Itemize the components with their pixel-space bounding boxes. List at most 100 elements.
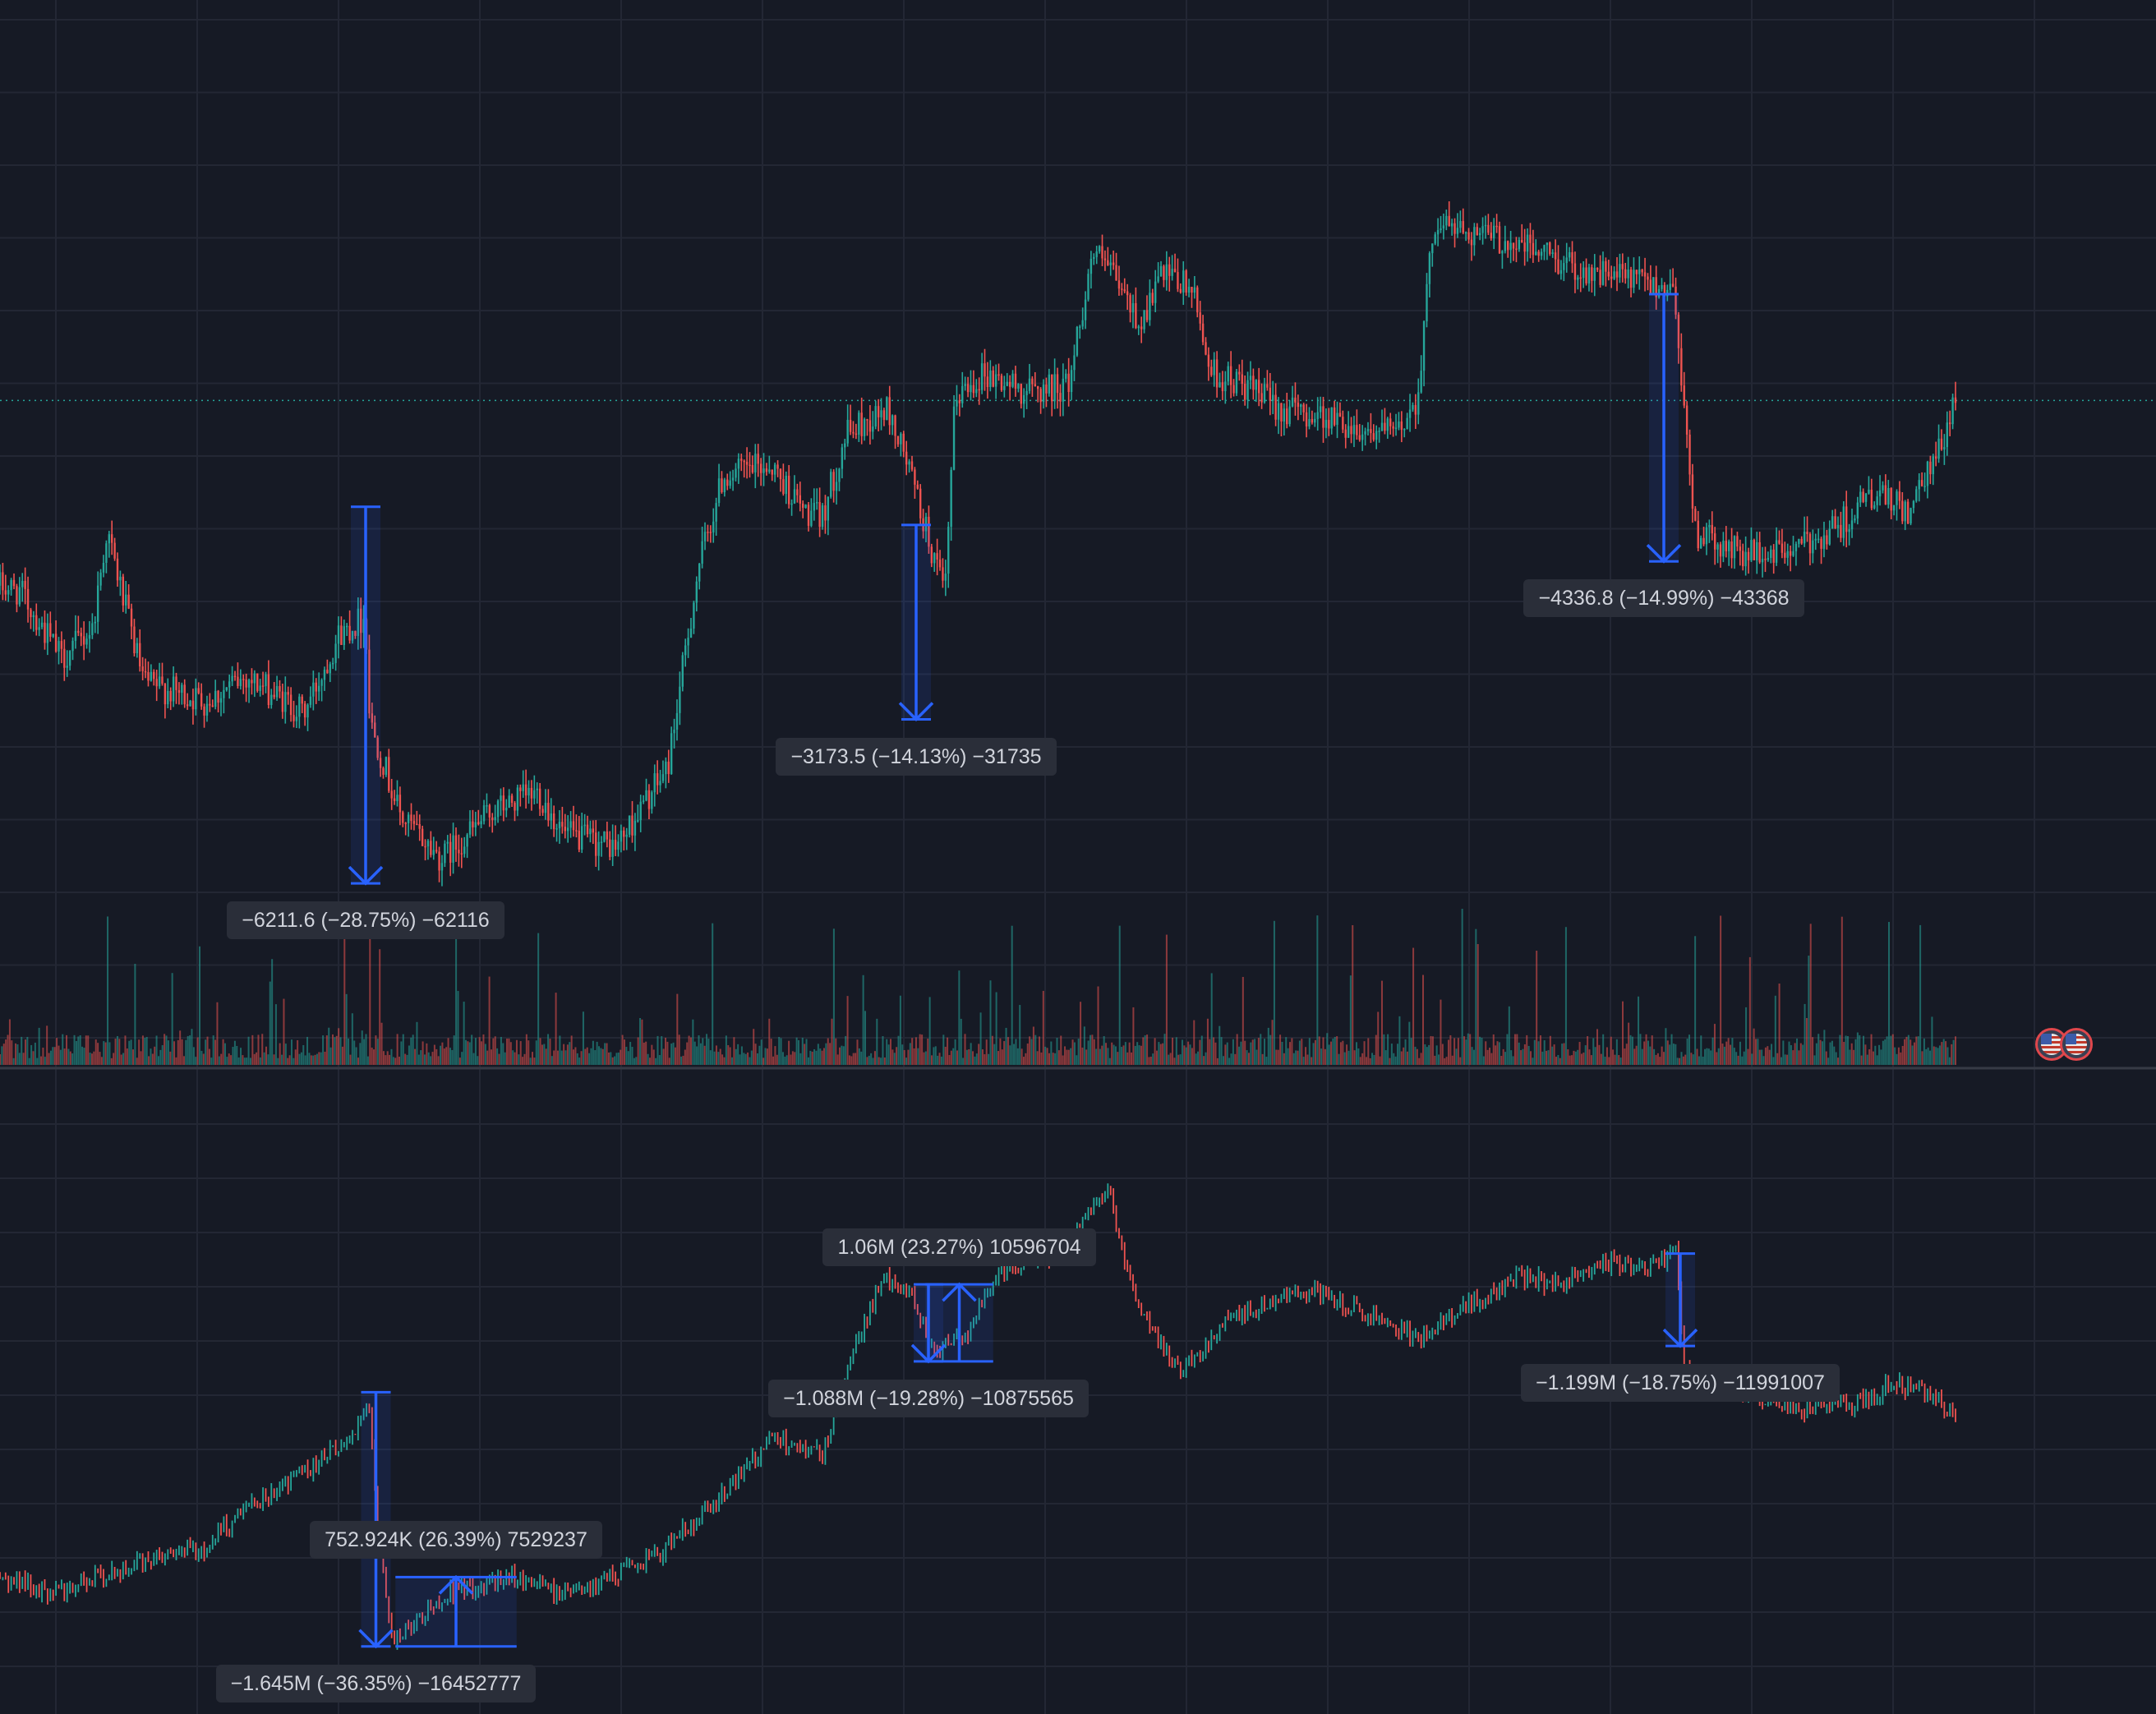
price-pane[interactable]	[0, 201, 2156, 1065]
volume-bar	[1044, 1046, 1047, 1065]
measurement-tool[interactable]	[898, 523, 934, 721]
candle-body	[684, 645, 687, 656]
volume-bar	[417, 1054, 420, 1065]
candle-body	[550, 813, 552, 821]
volume-bar	[523, 1053, 526, 1065]
volume-bar	[212, 1035, 214, 1065]
candle-body	[583, 824, 586, 827]
volume-bar	[1821, 1041, 1823, 1065]
candle-body	[527, 787, 530, 796]
candle-body	[1532, 242, 1535, 256]
volume-bar	[1874, 1045, 1877, 1065]
candle-body	[1037, 386, 1039, 389]
candle-body	[1775, 540, 1778, 563]
volume-bar	[325, 1035, 328, 1065]
volume-bar	[1257, 1038, 1260, 1065]
volume-bar	[1108, 1057, 1111, 1065]
volume-bar	[615, 1053, 618, 1065]
candle-body	[1882, 485, 1884, 491]
candle-body	[1890, 488, 1892, 511]
volume-bar	[1126, 1052, 1129, 1065]
candle-body	[1619, 264, 1621, 278]
volume-bar	[637, 1037, 639, 1065]
indicator-pane[interactable]	[0, 1183, 1956, 1650]
volume-bar	[988, 1053, 990, 1065]
volume-bar	[1238, 1046, 1241, 1065]
volume-bar	[42, 1048, 44, 1065]
volume-bar	[1486, 1049, 1489, 1065]
candle-body	[1450, 223, 1453, 227]
volume-bar	[566, 1044, 569, 1065]
candle-body	[133, 626, 136, 654]
measurement-tool[interactable]	[348, 505, 384, 886]
candle-body	[1573, 263, 1577, 280]
volume-bar	[1864, 1044, 1867, 1065]
candle-body	[1601, 260, 1605, 285]
measurement-tool[interactable]	[1646, 293, 1682, 564]
measurement-tool[interactable]	[925, 1282, 993, 1363]
measurement-tool[interactable]	[395, 1574, 517, 1648]
measurement-tool[interactable]	[358, 1390, 394, 1649]
volume-bar	[63, 1048, 66, 1065]
candle-body	[24, 580, 26, 589]
volume-bar	[1833, 1046, 1836, 1065]
candle-body	[928, 516, 930, 547]
candle-body	[348, 625, 351, 641]
volume-bar	[515, 1039, 518, 1065]
volume-bar	[970, 1043, 972, 1065]
volume-bar	[693, 1041, 696, 1065]
volume-bar	[954, 1039, 956, 1065]
candle-body	[757, 454, 759, 464]
measurement-tool[interactable]	[358, 1252, 1698, 1649]
volume-bar	[770, 1039, 772, 1065]
candle-body	[1168, 264, 1171, 276]
volume-bar	[177, 1039, 179, 1065]
volume-bar	[1380, 980, 1383, 1065]
volume-bar	[1343, 1052, 1346, 1065]
volume-bar	[641, 1019, 643, 1065]
volume-bar	[1251, 1039, 1254, 1065]
volume-bar	[1500, 1056, 1503, 1065]
volume-bar	[604, 1043, 606, 1065]
candle-body	[446, 841, 449, 844]
volume-bar	[46, 1025, 48, 1065]
volume-bar	[128, 1040, 131, 1065]
volume-bar	[1684, 1054, 1687, 1065]
volume-bar	[633, 1057, 635, 1065]
candle-body	[35, 615, 38, 630]
candle-body	[1322, 406, 1324, 428]
candle-body	[1736, 536, 1739, 547]
volume-bar	[750, 1050, 753, 1065]
candle-body	[1761, 559, 1764, 563]
volume-bar	[1721, 1044, 1724, 1065]
volume-bar	[725, 1035, 727, 1065]
candle-body	[1185, 270, 1187, 293]
candle-body	[186, 704, 189, 707]
volume-bar	[67, 1048, 70, 1065]
volume-bar	[141, 1035, 144, 1065]
candle-body	[99, 572, 102, 586]
measurement-tool[interactable]	[1662, 1252, 1698, 1348]
candle-body	[334, 643, 337, 663]
volume-bar	[433, 1044, 435, 1065]
measurement-tool[interactable]	[348, 293, 1682, 886]
candle-body	[1641, 269, 1643, 273]
volume-bar	[1512, 1056, 1514, 1065]
candle-body	[1848, 529, 1850, 532]
candle-body	[1436, 230, 1440, 235]
candle-body	[1649, 279, 1652, 293]
candle-body	[1873, 505, 1876, 509]
volume-bar	[1375, 1034, 1377, 1065]
volume-bar	[529, 1057, 532, 1065]
us-flag-icon[interactable]	[2060, 1028, 2093, 1061]
candle-body	[891, 415, 894, 426]
economic-events[interactable]	[2035, 1028, 2099, 1064]
candle-body	[679, 686, 681, 713]
volume-bar	[431, 1052, 434, 1065]
volume-bar	[1324, 1048, 1326, 1065]
candle-body	[1904, 501, 1906, 522]
volume-bar	[1790, 1045, 1792, 1065]
volume-bar	[768, 1018, 771, 1065]
candle-body	[1551, 252, 1554, 254]
